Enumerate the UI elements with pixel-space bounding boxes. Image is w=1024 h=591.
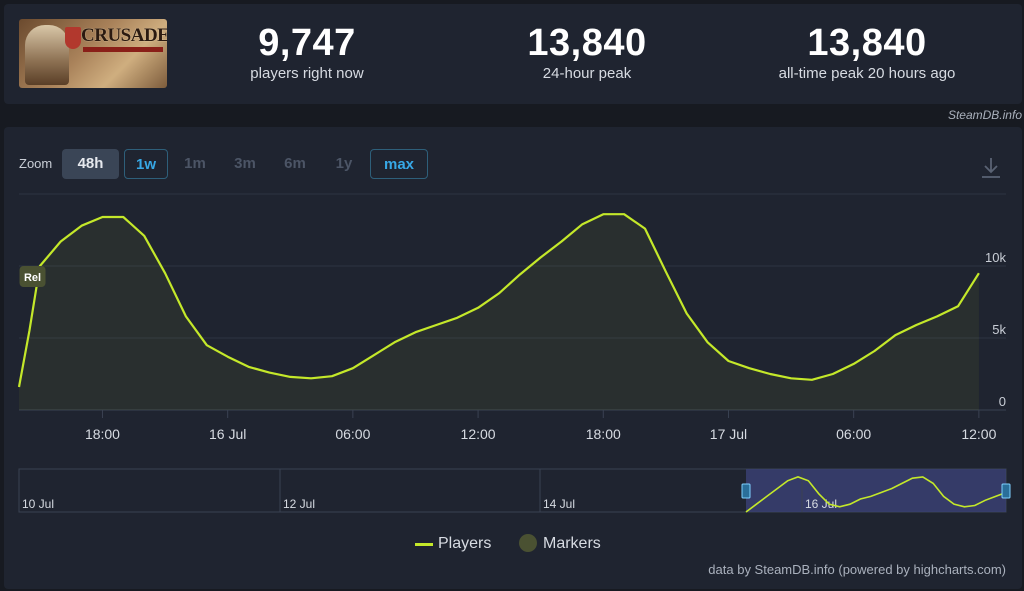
navigator-label: 10 Jul	[22, 497, 54, 511]
players-area	[19, 214, 979, 410]
highcharts-credit[interactable]: data by SteamDB.info (powered by highcha…	[708, 562, 1006, 577]
release-flag-label: Rel	[24, 272, 41, 284]
stat-label: all-time peak 20 hours ago	[778, 65, 956, 82]
navigator-handle	[1001, 483, 1011, 499]
players-series	[17, 213, 980, 410]
players-legend-line[interactable]	[415, 543, 433, 546]
stat-value: 13,840	[527, 22, 647, 64]
zoom-max-button[interactable]: max	[370, 149, 428, 179]
x-tick-label: 06:00	[836, 426, 871, 442]
x-axis-labels: 18:00 16 Jul 06:00 12:00 18:00 17 Jul 06:00 12:…	[85, 410, 997, 442]
game-capsule-image[interactable]: CRUSADER	[19, 19, 167, 88]
flag-markers: Rel	[19, 266, 46, 287]
players-line	[17, 213, 980, 388]
steamdb-credit[interactable]: SteamDB.info	[947, 108, 1022, 122]
navigator-label: 16 Jul	[805, 497, 837, 511]
stat-label: players right now	[250, 65, 364, 82]
x-tick-label: 12:00	[461, 426, 496, 442]
download-icon[interactable]	[980, 156, 1002, 180]
zoom-6m-button[interactable]: 6m	[284, 155, 306, 172]
navigator-selection	[746, 469, 1006, 512]
stat-label: 24-hour peak	[542, 65, 632, 82]
release-flag	[19, 266, 46, 287]
stat-players-now: 9,747 players right now	[177, 22, 437, 84]
y-tick-label: 10k	[985, 250, 1006, 265]
stat-value: 9,747	[258, 22, 356, 64]
game-logo-banner	[83, 47, 163, 52]
navigator-label: 14 Jul	[543, 497, 575, 511]
zoom-label: Zoom	[19, 156, 53, 171]
zoom-48h-button[interactable]: 48h	[62, 149, 119, 179]
navigator-label: 12 Jul	[283, 497, 315, 511]
x-tick-label: 17 Jul	[710, 426, 747, 442]
markers-legend-dot[interactable]	[519, 534, 537, 552]
navigator-handle	[741, 483, 751, 499]
zoom-1m-button[interactable]: 1m	[184, 155, 206, 172]
stat-24h-peak: 13,840 24-hour peak	[457, 22, 717, 84]
zoom-1w-button[interactable]: 1w	[124, 149, 168, 179]
x-tick-label: 18:00	[85, 426, 120, 442]
navigator: 10 Jul 12 Jul 14 Jul 16 Jul	[18, 468, 1011, 513]
stats-header: CRUSADER 9,747 players right now 13,840 …	[4, 4, 1022, 104]
x-tick-label: 16 Jul	[209, 426, 246, 442]
x-tick-label: 12:00	[961, 426, 996, 442]
game-logo: CRUSADER	[81, 25, 167, 46]
stat-all-time-peak: 13,840 all-time peak 20 hours ago	[737, 22, 997, 84]
x-tick-label: 18:00	[586, 426, 621, 442]
zoom-1y-button[interactable]: 1y	[335, 155, 353, 172]
navigator-line	[745, 476, 1007, 513]
x-tick-label: 06:00	[335, 426, 370, 442]
shield-icon	[65, 27, 81, 49]
knight-figure	[25, 25, 69, 85]
zoom-3m-button[interactable]: 3m	[234, 155, 256, 172]
grid-lines	[19, 193, 1006, 411]
y-axis-labels: 0 5k 10k	[985, 250, 1006, 409]
stat-value: 13,840	[807, 22, 927, 64]
y-tick-label: 5k	[992, 322, 1006, 337]
legend-markers[interactable]: Markers	[543, 535, 601, 552]
y-tick-label: 0	[999, 394, 1006, 409]
legend-players[interactable]: Players	[438, 535, 492, 552]
